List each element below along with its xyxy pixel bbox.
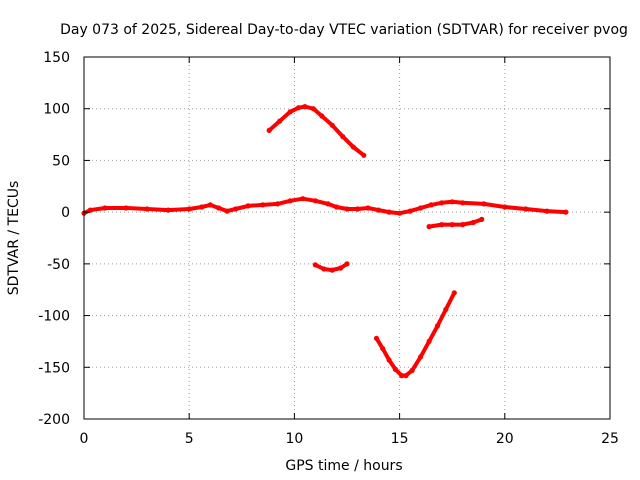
data-point [123, 205, 129, 211]
data-point [449, 222, 455, 228]
data-point [165, 207, 171, 213]
data-point [287, 109, 293, 115]
data-point [354, 206, 361, 212]
data-point [386, 357, 392, 363]
data-point [350, 144, 356, 150]
data-point [266, 127, 272, 133]
axis-ticks: 0 5 10 15 20 25 150 100 50 0 -50 -100 -150 -200 [38, 50, 619, 447]
data-point [245, 203, 251, 209]
x-tick-label: 0 [80, 431, 89, 447]
data-point [312, 262, 318, 268]
data-point [449, 199, 455, 205]
data-point [470, 219, 476, 226]
data-point [434, 323, 441, 329]
data-point [224, 208, 230, 214]
data-point [333, 204, 340, 210]
y-tick-label: -100 [38, 309, 70, 325]
series-segment-peak [267, 104, 366, 157]
data-point [87, 207, 93, 213]
data-point [344, 206, 350, 212]
chart-title: Day 073 of 2025, Sidereal Day-to-day VTE… [60, 22, 628, 38]
y-tick-label: 0 [61, 205, 70, 221]
data-point [207, 202, 213, 208]
data-point [232, 206, 239, 212]
data-point [460, 222, 466, 228]
data-point [399, 373, 405, 379]
y-tick-label: 100 [43, 102, 70, 118]
data-point [403, 373, 409, 379]
data-point [216, 205, 222, 211]
data-point [386, 209, 392, 215]
data-point [460, 200, 466, 206]
data-point [365, 205, 371, 211]
data-point [302, 104, 308, 110]
data-point [563, 209, 569, 215]
data-point [380, 346, 386, 352]
x-axis-label: GPS time / hours [285, 458, 402, 474]
grid [84, 57, 610, 419]
data-point [344, 261, 350, 267]
x-tick-label: 10 [285, 431, 303, 447]
y-tick-label: 50 [52, 153, 70, 169]
data-point [544, 208, 550, 214]
series-segment-trough [374, 291, 457, 378]
data-series [81, 104, 569, 379]
data-point [426, 338, 432, 344]
data-point [277, 118, 283, 124]
data-point [407, 208, 413, 214]
data-point [329, 122, 335, 128]
data-point [287, 198, 293, 204]
data-point [338, 265, 344, 271]
data-point [312, 198, 318, 204]
data-point [523, 206, 529, 212]
data-point [439, 200, 445, 206]
data-point [361, 152, 367, 158]
data-point [325, 201, 331, 207]
y-tick-label: -150 [38, 360, 70, 376]
y-tick-label: 150 [43, 50, 70, 66]
data-point [481, 201, 487, 207]
data-point [443, 306, 449, 312]
data-point [186, 206, 192, 212]
data-point [397, 210, 403, 216]
data-point [409, 367, 415, 373]
data-point [296, 105, 302, 111]
data-point [275, 201, 281, 207]
y-tick-label: -200 [38, 412, 70, 428]
y-axis-label: SDTVAR / TECUs [6, 181, 22, 296]
data-point [321, 266, 327, 272]
plot-frame [83, 56, 611, 420]
data-point [502, 204, 508, 210]
data-point [428, 202, 434, 208]
data-point [144, 206, 150, 212]
data-point [319, 113, 325, 119]
data-point [260, 202, 266, 208]
data-point [376, 207, 382, 213]
data-point [479, 216, 485, 222]
data-point [199, 204, 205, 210]
y-tick-label: -50 [47, 257, 70, 273]
data-point [426, 224, 432, 230]
data-point [310, 106, 316, 112]
data-point [439, 222, 445, 228]
data-point [373, 335, 380, 341]
data-point [392, 366, 398, 372]
series-baseline [83, 196, 566, 216]
x-tick-label: 25 [601, 431, 619, 447]
data-point [418, 354, 424, 360]
data-point [340, 134, 346, 140]
data-point [451, 290, 457, 296]
data-point [300, 196, 306, 202]
x-tick-label: 15 [391, 431, 409, 447]
data-point [102, 205, 108, 211]
data-point [418, 205, 424, 211]
x-tick-label: 20 [496, 431, 514, 447]
data-point [329, 267, 335, 273]
x-tick-label: 5 [185, 431, 194, 447]
